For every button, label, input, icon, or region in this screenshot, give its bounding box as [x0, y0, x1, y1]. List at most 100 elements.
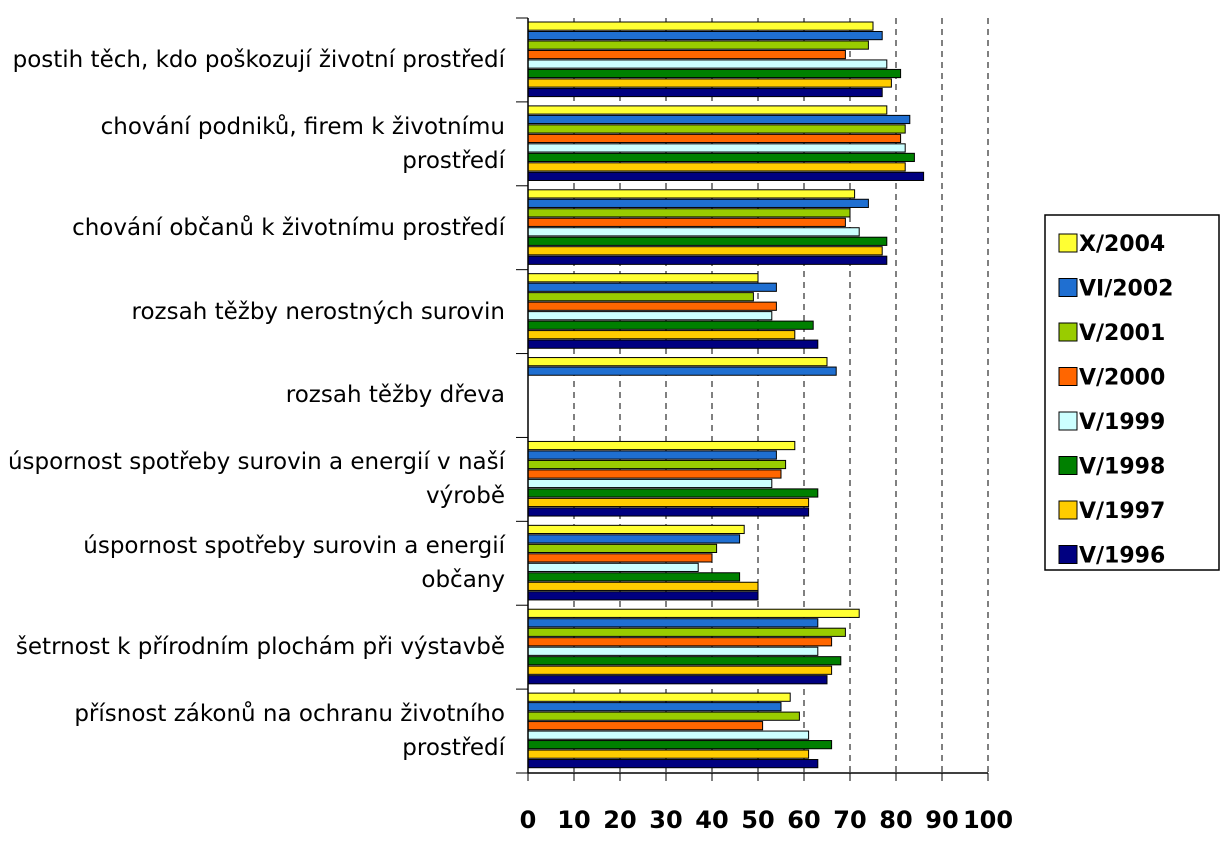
legend-label: VI/2002 — [1079, 277, 1173, 302]
bar — [527, 665, 833, 675]
category-label: přísnost zákonů na ochranu životního pro… — [74, 701, 505, 762]
bar — [527, 320, 814, 330]
legend-label: V/2001 — [1079, 321, 1165, 346]
bar — [527, 227, 860, 237]
bar — [527, 171, 925, 181]
legend-swatch — [1058, 500, 1078, 520]
x-tick-label: 20 — [603, 806, 636, 834]
bar — [527, 357, 828, 367]
bar — [527, 459, 787, 470]
bar — [527, 152, 915, 163]
bar — [527, 68, 902, 79]
category-label: úspornost spotřeby surovin a energií obč… — [83, 533, 505, 594]
bar — [527, 692, 791, 702]
x-tick-label: 90 — [925, 806, 958, 834]
x-tick-label: 60 — [787, 806, 820, 834]
bar — [527, 143, 906, 153]
bar — [527, 133, 902, 144]
bar — [527, 21, 874, 31]
bar — [527, 450, 777, 460]
bar — [527, 162, 906, 172]
bar — [527, 524, 745, 535]
bar — [527, 675, 828, 685]
legend-label: V/1996 — [1079, 544, 1165, 569]
legend-swatch — [1058, 545, 1078, 564]
bar — [527, 78, 892, 88]
bar — [527, 282, 777, 292]
bar — [527, 608, 860, 618]
legend-swatch — [1058, 411, 1078, 431]
bar — [527, 366, 837, 376]
bar — [527, 478, 773, 489]
bar — [527, 740, 833, 750]
bar — [527, 440, 796, 451]
bar — [527, 30, 883, 41]
legend-swatch — [1058, 233, 1078, 253]
bar — [527, 114, 911, 125]
bar — [527, 301, 777, 311]
bar — [527, 189, 856, 199]
category-label: rozsah těžby nerostných surovin — [131, 298, 505, 325]
bar — [527, 637, 833, 647]
bar — [527, 627, 846, 637]
bar — [527, 618, 819, 628]
category-label: chování občanů k životnímu prostředí — [72, 214, 505, 241]
bar — [527, 330, 796, 340]
x-tick-label: 10 — [557, 806, 590, 834]
legend-swatch — [1058, 322, 1078, 342]
bar — [527, 581, 759, 591]
x-tick-label: 80 — [879, 806, 912, 834]
legend-label: V/1999 — [1079, 410, 1165, 435]
x-tick-label: 30 — [649, 806, 682, 834]
bar — [527, 198, 869, 208]
legend-label: V/1998 — [1079, 455, 1165, 480]
bar — [527, 646, 819, 656]
legend-label: V/1997 — [1079, 499, 1165, 524]
bar — [527, 488, 819, 498]
bar — [527, 246, 883, 256]
bar — [527, 273, 759, 283]
bar — [527, 87, 883, 98]
category-label: šetrnost k přírodním plochám při výstavb… — [15, 634, 505, 661]
x-tick-label: 50 — [741, 806, 774, 834]
bar — [527, 591, 759, 601]
bar — [527, 543, 718, 554]
bar — [527, 702, 782, 712]
x-tick-label: 70 — [833, 806, 866, 834]
legend-swatch — [1058, 456, 1078, 475]
bar — [527, 759, 819, 769]
bar — [527, 292, 754, 302]
bar — [527, 59, 888, 69]
bar — [527, 217, 846, 227]
legend-label: V/2000 — [1079, 366, 1165, 391]
bar — [527, 469, 782, 479]
bar — [527, 562, 699, 572]
x-tick-label: 100 — [963, 806, 1013, 834]
bar — [527, 656, 842, 666]
category-label: chování podniků, firem k životnímu prost… — [100, 113, 505, 174]
category-label: úspornost spotřeby surovin a energií v n… — [7, 449, 505, 510]
bar — [527, 497, 810, 508]
bar — [527, 721, 764, 731]
bar — [527, 255, 888, 265]
x-tick-label: 0 — [520, 806, 537, 834]
bar — [527, 124, 906, 134]
bar — [527, 572, 741, 582]
legend-swatch — [1058, 367, 1078, 386]
bar — [527, 339, 819, 349]
bar — [527, 553, 713, 563]
legend-swatch — [1058, 278, 1078, 297]
legend-label: X/2004 — [1079, 232, 1165, 257]
bar — [527, 311, 773, 321]
bar — [527, 208, 851, 218]
bar — [527, 49, 846, 60]
bar — [527, 730, 810, 740]
category-label: rozsah těžby dřeva — [285, 382, 505, 409]
bar — [527, 105, 888, 115]
x-tick-label: 40 — [695, 806, 728, 834]
bar — [527, 40, 869, 50]
bar — [527, 749, 810, 759]
bar — [527, 236, 888, 246]
